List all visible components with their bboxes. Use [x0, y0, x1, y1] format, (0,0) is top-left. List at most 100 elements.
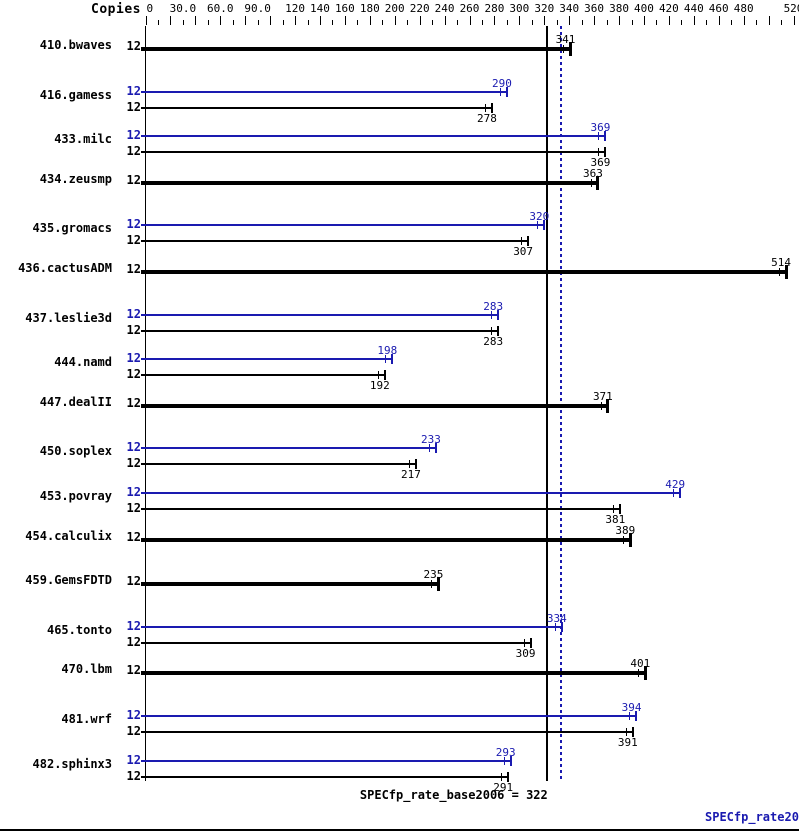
bar-end-cap	[490, 102, 493, 113]
bar-run-marker	[598, 132, 600, 141]
bar-end-cap	[436, 577, 440, 592]
bar-value-label: 291	[493, 780, 514, 794]
copies-value: 12	[126, 367, 141, 382]
axis-stub	[141, 492, 146, 494]
base-bar	[146, 374, 385, 377]
base-bar	[146, 731, 633, 733]
bar-value-label: 293	[495, 745, 516, 759]
bar-end-cap	[560, 621, 563, 632]
bar-run-marker	[484, 103, 486, 112]
peak-bar	[146, 358, 393, 361]
y-axis-line	[145, 26, 146, 781]
x-axis-tick-label: 140	[310, 2, 330, 15]
bar-value-label: 389	[615, 523, 636, 537]
bar-run-marker	[613, 505, 615, 513]
bar-end-cap	[679, 488, 682, 498]
bar-end-cap	[543, 220, 546, 231]
major-tick	[743, 16, 745, 25]
bar-value-label: 198	[377, 344, 398, 358]
minor-tick	[207, 20, 209, 25]
bar-value-label: 429	[665, 478, 686, 491]
base-bar	[146, 151, 606, 154]
bar-end-cap	[391, 354, 394, 365]
x-axis-tick-label: 260	[459, 2, 480, 15]
benchmark-name: 465.tonto	[46, 622, 112, 637]
bar-run-marker	[590, 178, 592, 187]
bar-run-marker	[563, 45, 565, 53]
major-tick	[544, 16, 546, 25]
minor-tick	[457, 20, 459, 25]
major-tick	[369, 16, 371, 25]
axis-stub	[141, 270, 146, 274]
benchmark-name: 444.namd	[54, 355, 112, 370]
base-bar	[146, 775, 509, 778]
base-bar	[146, 240, 529, 243]
bar-run-marker	[629, 712, 631, 720]
minor-tick	[756, 20, 758, 25]
base-bar	[146, 180, 598, 185]
bar-run-marker	[673, 489, 675, 497]
x-axis-tick-label: 280	[484, 2, 505, 15]
major-tick	[195, 16, 197, 25]
copies-value: 12	[126, 663, 141, 678]
base-bar	[146, 537, 631, 542]
x-axis-tick-label: 200	[384, 2, 405, 15]
axis-stub	[141, 106, 146, 109]
peak-bar	[146, 447, 436, 450]
bar-run-marker	[428, 444, 430, 453]
axis-stub	[141, 537, 146, 542]
copies-value: 12	[126, 172, 141, 187]
bar-value-label: 394	[621, 701, 642, 714]
bar-end-cap	[606, 398, 610, 413]
bar-value-label: 320	[529, 210, 550, 224]
axis-stub	[141, 731, 146, 733]
major-tick	[170, 16, 172, 25]
major-tick	[419, 16, 421, 25]
minor-tick	[681, 20, 683, 25]
bar-value-label: 371	[592, 389, 613, 403]
axis-stub	[141, 463, 146, 466]
major-tick	[619, 16, 621, 25]
minor-tick	[481, 20, 483, 25]
copies-value: 12	[126, 217, 141, 232]
benchmark-name: 416.gamess	[39, 87, 112, 102]
bar-value-label: 307	[513, 245, 534, 259]
benchmark-name: 447.dealII	[39, 394, 112, 409]
copies-value: 12	[126, 306, 141, 321]
copies-value: 12	[126, 83, 141, 98]
minor-tick	[382, 20, 384, 25]
bar-end-cap	[434, 443, 437, 454]
copies-value: 12	[126, 351, 141, 366]
x-axis-ticks	[0, 16, 799, 26]
bar-end-cap	[527, 236, 530, 247]
major-tick	[569, 16, 571, 25]
bar-value-label: 309	[515, 646, 536, 660]
copies-value: 12	[126, 485, 141, 499]
minor-tick	[182, 20, 184, 25]
benchmark-row: 416.gamess 12 290 12 278	[0, 75, 799, 125]
bar-end-cap	[505, 86, 508, 97]
peak-bar	[146, 625, 562, 628]
footer-base-result: SPECfp_rate_base2006 = 322	[359, 788, 548, 802]
bar-value-label: 278	[477, 111, 497, 125]
minor-tick	[781, 20, 783, 25]
bar-value-label: 283	[483, 334, 504, 348]
copies-value: 12	[126, 634, 141, 649]
bar-value-label: 334	[546, 611, 567, 625]
axis-stub	[141, 759, 146, 762]
copies-value: 12	[126, 128, 141, 143]
benchmark-row: 459.GemsFDTD 12 235	[0, 565, 799, 610]
axis-stub	[141, 641, 146, 644]
x-axis-tick-label: 520	[783, 2, 799, 15]
benchmark-row: 470.lbm 12 401	[0, 654, 799, 699]
copies-value: 12	[126, 708, 141, 722]
bar-value-label: 369	[590, 121, 611, 135]
x-axis-tick-label: 120	[285, 2, 305, 15]
bar-run-marker	[521, 237, 523, 246]
x-axis-tick-label: 320	[534, 2, 555, 15]
bar-end-cap	[635, 711, 638, 721]
axis-stub	[141, 671, 146, 676]
base-bar	[146, 671, 646, 676]
copies-value: 12	[126, 440, 141, 455]
minor-tick	[432, 20, 434, 25]
